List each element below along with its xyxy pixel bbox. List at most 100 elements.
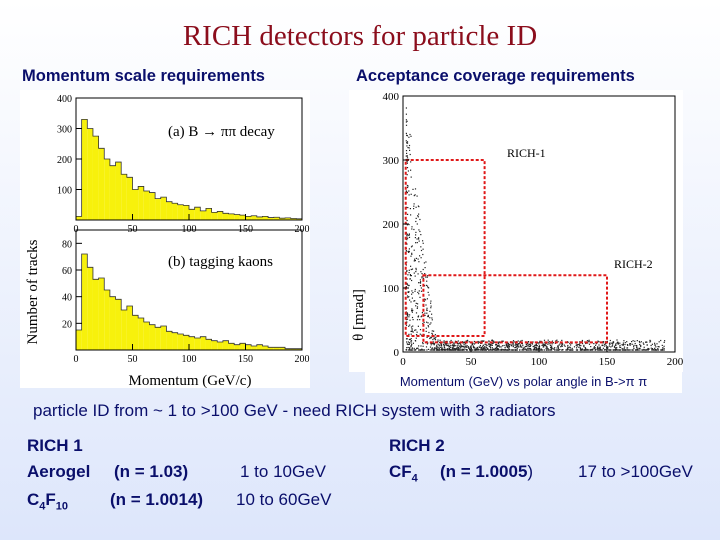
scatter-point — [431, 319, 433, 321]
scatter-point — [429, 317, 431, 319]
histogram-b-bar — [222, 340, 229, 350]
scatter-point — [527, 344, 529, 346]
histogram-b-bar — [268, 347, 274, 350]
scatter-point — [620, 346, 622, 348]
scatter-point — [408, 284, 410, 287]
scatter-point — [422, 349, 425, 351]
scatter-point — [434, 339, 437, 341]
histogram-a-bar — [205, 208, 212, 220]
scatter-point — [439, 346, 441, 348]
scatter-point — [527, 347, 529, 349]
scatter-point — [597, 346, 599, 348]
scatter-point — [489, 343, 491, 345]
scatter-point — [623, 346, 626, 348]
scatter-point — [514, 344, 517, 346]
scatter-point — [420, 316, 422, 318]
scatter-point — [409, 278, 411, 280]
scatter-point — [409, 149, 411, 151]
scatter-point — [642, 342, 644, 344]
scatter-point — [410, 333, 412, 335]
scatter-point — [508, 349, 510, 351]
scatter-point — [459, 349, 462, 351]
scatter-point — [414, 188, 417, 190]
histogram-b-bar — [262, 346, 269, 350]
scatter-point — [411, 329, 413, 331]
acceptance-scatter: θ [mrad] RICH-1 RICH-2 0 100 200 300 400 0 50 1… — [349, 90, 684, 372]
scatter-point — [611, 345, 613, 347]
scatter-point — [501, 349, 503, 351]
scatter-point — [417, 215, 419, 217]
scatter-point — [546, 347, 548, 349]
scatter-point — [433, 343, 436, 345]
scatter-point — [588, 339, 590, 341]
scatter-point — [534, 348, 536, 350]
scatter-point — [417, 315, 420, 317]
histogram-a-bar — [194, 207, 201, 220]
scatter-point — [614, 348, 616, 350]
scatter-point — [410, 135, 412, 137]
scatter-point — [456, 343, 459, 345]
scatter-point — [593, 343, 595, 345]
scatter-point — [532, 341, 534, 343]
scatter-point — [406, 237, 408, 239]
scatter-point — [494, 347, 496, 349]
scatter-point — [407, 274, 409, 276]
scatter-point — [580, 345, 582, 347]
scatter-point — [540, 349, 543, 351]
scatter-point — [486, 348, 488, 350]
scatter-point — [430, 349, 432, 351]
scatter-point — [498, 345, 500, 347]
scatter-point — [420, 281, 422, 283]
scatter-point — [421, 276, 423, 278]
scatter-point — [416, 195, 418, 197]
scatter-point — [424, 299, 427, 301]
scatter-point — [417, 316, 419, 318]
scatter-point — [457, 343, 459, 345]
scatter-point — [607, 348, 609, 350]
scatter-point — [508, 348, 510, 350]
scatter-point — [411, 311, 413, 313]
scatter-point — [623, 347, 625, 350]
scatter-point — [405, 132, 407, 134]
scatter-point — [410, 265, 412, 267]
scatter-point — [484, 349, 486, 351]
scatter-point — [453, 349, 455, 351]
scatter-point — [417, 216, 419, 218]
page-title: RICH detectors for particle ID — [182, 20, 538, 52]
scatter-point — [490, 349, 492, 351]
scatter-point — [512, 342, 514, 344]
scatter-point — [424, 314, 426, 316]
scatter-point — [413, 203, 415, 205]
scatter-point — [598, 344, 600, 346]
scatter-point — [405, 250, 407, 252]
scatter-point — [482, 344, 484, 346]
scatter-point — [576, 349, 578, 351]
scatter-point — [619, 344, 621, 346]
scatter-point — [662, 347, 664, 349]
scatter-point — [484, 343, 486, 345]
scatter-point — [437, 341, 439, 343]
scatter-point — [501, 340, 503, 342]
scatter-point — [632, 349, 634, 351]
scatter-point — [433, 348, 435, 350]
histogram-b-xtick-label: 0 — [74, 354, 79, 365]
histogram-b-bar — [194, 338, 201, 350]
scatter-point — [421, 315, 423, 317]
scatter-point — [510, 349, 512, 351]
scatter-point — [408, 224, 410, 226]
histogram-b-bar — [245, 344, 252, 350]
scatter-point — [469, 349, 471, 351]
scatter-point — [598, 341, 600, 343]
scatter-point — [406, 142, 408, 144]
scatter-point — [445, 344, 447, 346]
scatter-point — [520, 345, 522, 347]
histogram-b-bar — [296, 348, 302, 350]
scatter-point — [429, 323, 431, 325]
scatter-point — [435, 346, 437, 348]
scatter-point — [533, 347, 535, 349]
scatter-point — [411, 344, 413, 346]
scatter-point — [522, 348, 524, 350]
scatter-point — [548, 341, 550, 343]
scatter-point — [427, 291, 429, 293]
histogram-b-bar — [76, 330, 82, 350]
